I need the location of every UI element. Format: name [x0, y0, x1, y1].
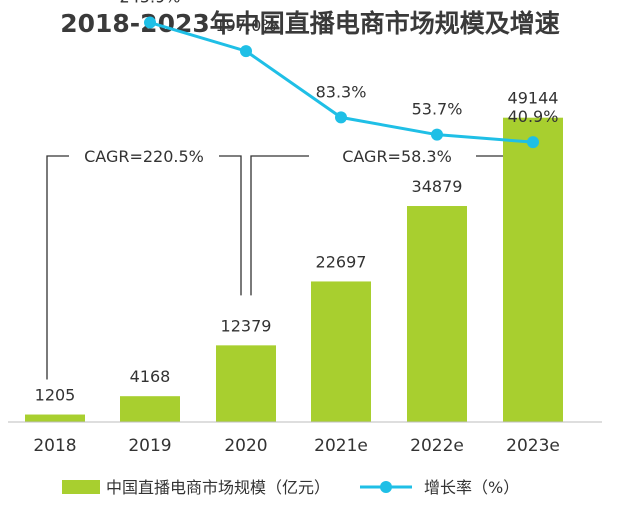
- x-tick-label: 2023e: [506, 436, 560, 456]
- bar-value-label: 12379: [221, 316, 272, 335]
- cagr-label-1: CAGR=220.5%: [84, 147, 204, 166]
- growth-value-label: 83.3%: [316, 82, 367, 101]
- growth-value-label: 40.9%: [508, 107, 559, 126]
- legend-line-label: 增长率（%）: [424, 478, 519, 497]
- bar-2019: [120, 396, 180, 422]
- growth-point-2020: [240, 45, 252, 58]
- bar-2021e: [311, 281, 371, 422]
- legend-line-marker: [380, 481, 392, 493]
- growth-line-series: 245.9% 197.0% 83.3% 53.7% 40.9%: [119, 0, 559, 149]
- bar-value-label: 34879: [412, 177, 463, 196]
- x-tick-label: 2019: [128, 436, 171, 456]
- chart-title: 2018-2023年中国直播电商市场规模及增速: [60, 9, 560, 38]
- legend-bar-swatch: [62, 480, 100, 494]
- legend-bar-label: 中国直播电商市场规模（亿元）: [106, 478, 330, 497]
- cagr-label-2: CAGR=58.3%: [342, 147, 452, 166]
- bar-value-label: 22697: [316, 252, 367, 271]
- cagr-bracket-mid-arm: [219, 155, 242, 296]
- growth-value-label: 197.0%: [215, 16, 276, 35]
- growth-value-label: 245.9%: [119, 0, 180, 7]
- x-tick-label: 2018: [33, 436, 76, 456]
- cagr-bracket-left-arm: [46, 155, 69, 380]
- bar-2018: [25, 414, 85, 422]
- x-tick-label: 2021e: [314, 436, 368, 456]
- growth-value-label: 53.7%: [412, 100, 463, 119]
- bar-series: 1205 4168 12379 22697 34879 49144: [25, 89, 563, 422]
- growth-point-2022e: [431, 128, 443, 141]
- bar-value-label: 1205: [35, 386, 76, 405]
- bar-2020: [216, 345, 276, 422]
- x-tick-label: 2022e: [410, 436, 464, 456]
- growth-point-2019: [144, 16, 156, 29]
- bar-2022e: [407, 206, 467, 422]
- legend: 中国直播电商市场规模（亿元） 增长率（%）: [62, 478, 519, 497]
- bar-value-label: 4168: [130, 367, 171, 386]
- cagr-bracket-mid-arm-2: [250, 155, 309, 296]
- growth-point-2021e: [335, 111, 347, 124]
- x-axis-ticks: 2018 2019 2020 2021e 2022e 2023e: [33, 436, 560, 456]
- x-tick-label: 2020: [224, 436, 267, 456]
- growth-point-2023e: [527, 136, 539, 149]
- bar-2023e: [503, 117, 563, 422]
- bar-value-label: 49144: [508, 89, 559, 108]
